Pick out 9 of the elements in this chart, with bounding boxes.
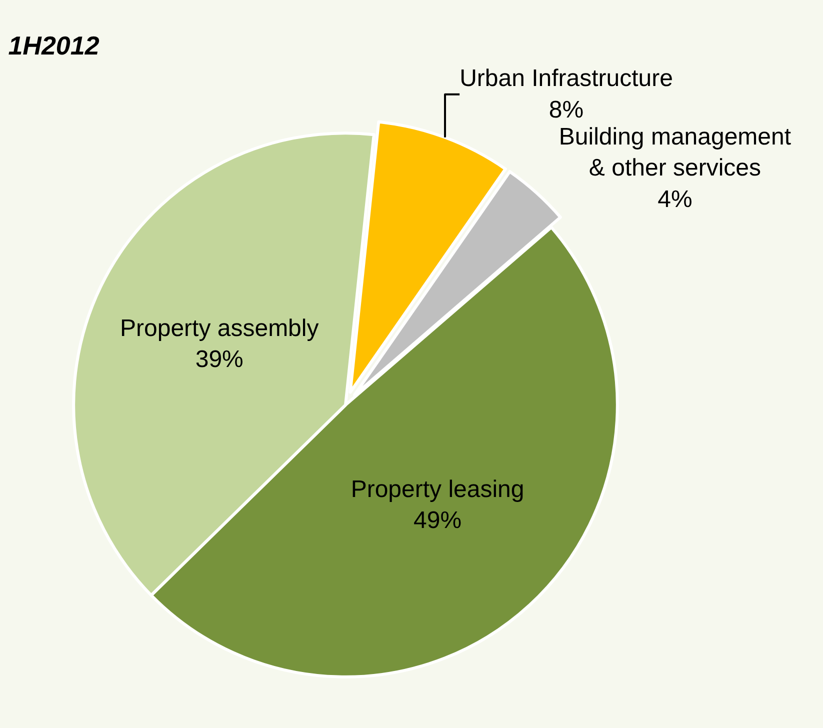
chart-title: 1H2012 [8, 30, 100, 61]
data-label: 49% [414, 507, 462, 534]
data-label: 39% [195, 346, 244, 374]
slice-label: Urban Infrastructure [460, 65, 673, 92]
slice-label: Property leasing [350, 476, 524, 503]
data-label: 8% [548, 96, 584, 124]
slice-label: Building management & other services [558, 123, 792, 182]
slice-label: Property assembly [120, 314, 319, 342]
data-label: 4% [658, 186, 692, 213]
